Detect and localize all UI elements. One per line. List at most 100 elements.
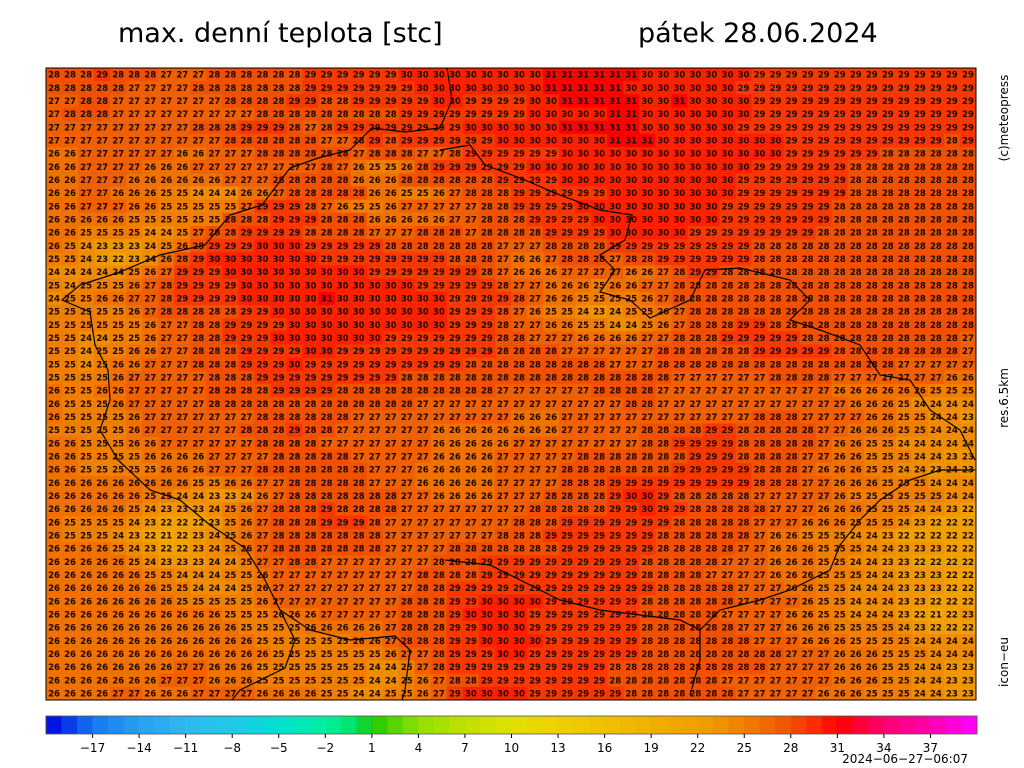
grid-value: 28 [208, 373, 220, 383]
grid-value: 28 [48, 84, 60, 94]
grid-value: 26 [786, 545, 798, 555]
grid-value: 28 [385, 242, 397, 252]
grid-cell [46, 81, 63, 95]
grid-cell [623, 133, 640, 148]
grid-value: 30 [241, 268, 253, 278]
grid-value: 26 [481, 426, 493, 436]
grid-value: 29 [738, 334, 750, 344]
grid-cell [94, 133, 111, 148]
grid-value: 29 [625, 242, 637, 252]
grid-cell [671, 160, 688, 174]
grid-value: 28 [722, 294, 734, 304]
grid-value: 29 [529, 150, 541, 160]
grid-value: 29 [513, 110, 525, 120]
grid-value: 28 [946, 150, 958, 160]
grid-value: 30 [529, 84, 541, 94]
grid-value: 28 [369, 531, 381, 541]
grid-cell [366, 120, 384, 135]
grid-value: 31 [577, 97, 589, 107]
grid-value: 28 [289, 413, 301, 423]
grid-value: 25 [64, 347, 76, 357]
grid-cell [206, 68, 223, 82]
grid-value: 28 [321, 400, 333, 410]
grid-value: 30 [561, 176, 573, 186]
grid-cell [270, 81, 288, 95]
grid-value: 27 [64, 97, 76, 107]
grid-value: 27 [754, 387, 766, 397]
grid-value: 31 [593, 71, 605, 81]
grid-value: 29 [770, 202, 782, 212]
grid-value: 28 [417, 387, 429, 397]
grid-value: 28 [786, 466, 798, 476]
grid-value: 28 [866, 163, 878, 173]
grid-value: 27 [545, 387, 557, 397]
grid-value: 27 [657, 400, 669, 410]
grid-value: 28 [241, 400, 253, 410]
grid-value: 29 [898, 110, 910, 120]
grid-value: 29 [786, 150, 798, 160]
grid-value: 28 [545, 505, 557, 515]
grid-value: 28 [321, 123, 333, 133]
grid-value: 25 [192, 202, 204, 212]
grid-value: 27 [914, 373, 926, 383]
grid-value: 29 [513, 558, 525, 568]
grid-value: 29 [722, 439, 734, 449]
grid-value: 25 [96, 347, 108, 357]
grid-cell [815, 120, 833, 135]
grid-value: 29 [882, 97, 894, 107]
grid-value: 25 [914, 413, 926, 423]
grid-value: 28 [946, 334, 958, 344]
grid-value: 25 [160, 215, 172, 225]
grid-value: 28 [417, 373, 429, 383]
grid-value: 29 [802, 189, 814, 199]
grid-value: 29 [353, 255, 365, 265]
grid-value: 27 [818, 387, 830, 397]
grid-value: 26 [64, 545, 76, 555]
grid-value: 28 [802, 255, 814, 265]
grid-cell [719, 94, 737, 109]
grid-value: 29 [946, 97, 958, 107]
grid-value: 29 [401, 255, 413, 265]
grid-value: 26 [160, 176, 172, 186]
grid-value: 22 [962, 558, 974, 568]
grid-value: 26 [64, 229, 76, 239]
grid-value: 28 [657, 545, 669, 555]
grid-value: 28 [641, 400, 653, 410]
grid-value: 29 [321, 84, 333, 94]
grid-value: 30 [305, 281, 317, 291]
grid-value: 25 [176, 189, 188, 199]
grid-value: 28 [786, 479, 798, 489]
grid-value: 29 [433, 360, 445, 370]
grid-value: 28 [850, 229, 862, 239]
grid-cell [126, 68, 143, 82]
grid-value: 29 [882, 136, 894, 146]
grid-value: 28 [273, 400, 285, 410]
grid-value: 22 [176, 545, 188, 555]
grid-value: 28 [946, 308, 958, 318]
grid-value: 26 [850, 452, 862, 462]
grid-value: 28 [529, 360, 541, 370]
grid-value: 27 [160, 387, 172, 397]
grid-value: 30 [673, 110, 685, 120]
grid-value: 29 [337, 242, 349, 252]
grid-value: 27 [369, 466, 381, 476]
grid-value: 28 [577, 255, 589, 265]
grid-cell [46, 147, 63, 161]
grid-value: 29 [481, 308, 493, 318]
grid-value: 26 [144, 163, 156, 173]
grid-value: 27 [385, 558, 397, 568]
grid-value: 29 [641, 545, 653, 555]
grid-value: 27 [112, 202, 124, 212]
grid-cell [895, 147, 913, 161]
grid-value: 27 [241, 466, 253, 476]
grid-value: 28 [786, 426, 798, 436]
grid-value: 30 [641, 110, 653, 120]
grid-value: 28 [962, 176, 974, 186]
grid-cell [879, 160, 897, 174]
grid-value: 28 [882, 150, 894, 160]
grid-value: 28 [673, 426, 685, 436]
grid-value: 27 [497, 492, 509, 502]
grid-value: 25 [96, 308, 108, 318]
grid-value: 27 [224, 110, 236, 120]
grid-value: 30 [722, 176, 734, 186]
